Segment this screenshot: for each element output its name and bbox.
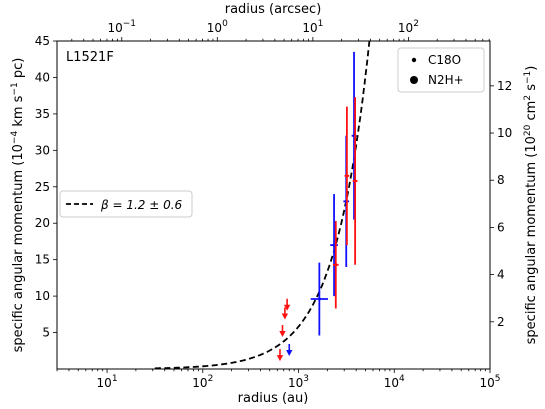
x-axis-bottom: 101 102 103 104 105 (56, 369, 501, 390)
plot-frame (56, 40, 491, 370)
x-tick-label-bottom: 105 (479, 374, 500, 390)
data-point (345, 174, 349, 178)
y-tick-label-right: 4 (497, 268, 505, 282)
y-axis-label-left: specific angular momentum (10−4 km s−1 p… (10, 58, 26, 353)
x-tick-label-bottom: 104 (384, 374, 405, 390)
x-tick-label-top: 102 (398, 19, 419, 35)
upper-limit-arrow (276, 355, 284, 362)
y-tick-label-right: 12 (497, 79, 512, 93)
x-tick-label-bottom: 101 (97, 374, 118, 390)
data-point (334, 263, 338, 267)
x-tick-label-top: 10−1 (107, 19, 136, 35)
data-marks (276, 51, 358, 362)
y-tick-label-left: 10 (35, 289, 50, 303)
upper-limit-arrow (279, 331, 286, 338)
y-tick-label-right: 10 (497, 126, 512, 140)
x-axis-label-top: radius (arcsec) (225, 2, 322, 17)
y-tick-label-right: 8 (497, 173, 505, 187)
y-tick-label-right: 2 (497, 315, 505, 329)
x-axis-label-bottom: radius (au) (238, 391, 309, 406)
y-tick-label-left: 15 (35, 253, 50, 267)
x-axis-top: 10−1 100 101 102 (71, 19, 490, 41)
legend-model: β = 1.2 ± 0.6 (59, 190, 193, 218)
legend-c18o-marker (411, 57, 417, 63)
legend-c18o-label: C18O (428, 53, 461, 67)
legend-model-label: β = 1.2 ± 0.6 (100, 198, 183, 212)
data-point (317, 297, 321, 301)
data-point (332, 243, 336, 247)
y-axis-left: 5 10 15 20 25 30 35 40 45 (35, 34, 57, 340)
upper-limit-arrow (283, 304, 291, 311)
y-tick-label-left: 35 (35, 107, 50, 121)
y-axis-right: 2 4 6 8 10 12 (490, 79, 512, 329)
panel-label: L1521F (66, 50, 114, 65)
x-tick-label-bottom: 102 (192, 374, 213, 390)
y-tick-label-left: 30 (35, 143, 50, 157)
legend-n2h-label: N2H+ (428, 73, 464, 87)
upper-limit-arrow (281, 313, 289, 320)
y-tick-label-left: 5 (42, 326, 50, 340)
upper-limit-arrow (286, 349, 293, 356)
x-tick-label-top: 100 (207, 19, 228, 35)
legend-markers-box (397, 47, 485, 93)
legend-markers: C18O N2H+ (397, 47, 485, 93)
x-tick-label-bottom: 103 (288, 374, 309, 390)
y-tick-label-left: 20 (35, 216, 50, 230)
y-tick-label-left: 25 (35, 180, 50, 194)
data-point (353, 179, 357, 183)
y-tick-label-right: 6 (497, 220, 505, 234)
x-tick-label-top: 101 (302, 19, 323, 35)
y-tick-label-left: 45 (35, 34, 50, 48)
y-tick-label-left: 40 (35, 70, 50, 84)
y-axis-label-right: specific angular momentum (1020 cm2 s−1) (523, 66, 539, 345)
legend-n2h-marker (410, 76, 418, 84)
legend-model-box (59, 190, 193, 218)
